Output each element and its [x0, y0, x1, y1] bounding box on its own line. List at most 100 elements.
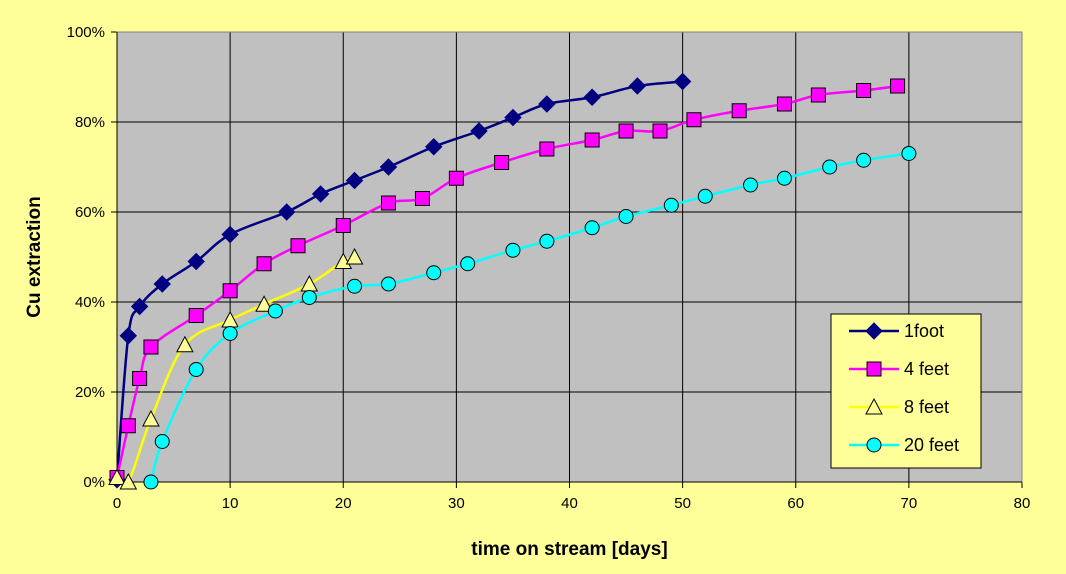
data-point: [347, 278, 363, 294]
x-tick-label: 50: [674, 495, 691, 512]
data-point: [663, 197, 679, 213]
x-axis-title: time on stream [days]: [471, 539, 667, 560]
axes: [111, 31, 1023, 488]
data-point: [890, 78, 906, 94]
data-point: [822, 159, 838, 175]
legend-marker: [865, 322, 883, 340]
data-point: [143, 474, 159, 490]
series-layer: [108, 72, 917, 490]
data-point: [856, 83, 872, 98]
data-point: [652, 123, 668, 139]
data-point: [345, 247, 364, 265]
data-point: [120, 418, 136, 434]
data-point: [414, 191, 430, 206]
data-point: [290, 238, 306, 254]
legend-label: 8 feet: [904, 397, 949, 417]
x-tick-label: 10: [222, 495, 239, 512]
series-1foot: [108, 72, 692, 489]
data-point: [686, 112, 702, 128]
legend: 1foot 4 feet 8 feet 20 feet: [830, 313, 982, 469]
data-point: [311, 185, 330, 203]
y-tick-label: 20%: [75, 384, 105, 401]
legend-item: 1foot: [849, 321, 944, 341]
legend-item: 4 feet: [849, 359, 949, 379]
series-4-feet: [109, 78, 906, 485]
data-point: [108, 468, 126, 485]
data-point: [539, 141, 555, 157]
legend-marker: [865, 397, 883, 415]
y-tick-label: 60%: [75, 204, 105, 221]
x-tick-label: 60: [787, 495, 804, 512]
data-point: [335, 218, 351, 233]
data-point: [379, 158, 398, 176]
data-point: [425, 138, 443, 156]
data-point: [426, 265, 442, 281]
data-point: [142, 409, 160, 427]
data-point: [381, 195, 396, 211]
data-point: [132, 371, 148, 386]
data-point: [188, 308, 204, 323]
data-point: [154, 434, 170, 449]
data-point: [504, 108, 522, 127]
data-point: [345, 171, 364, 190]
legend-label: 4 feet: [904, 359, 949, 379]
data-point: [301, 290, 317, 305]
data-point: [381, 276, 396, 292]
y-tick-label: 100%: [67, 24, 105, 41]
data-point: [810, 87, 826, 103]
y-tick-label: 80%: [75, 114, 105, 131]
legend-item: 8 feet: [849, 397, 949, 417]
data-point: [448, 170, 464, 186]
series-20-feet: [143, 146, 917, 490]
data-point: [673, 72, 692, 91]
data-point: [583, 88, 601, 106]
data-point: [539, 233, 555, 249]
legend-label: 20 feet: [904, 435, 959, 455]
x-tick-label: 20: [335, 495, 352, 512]
data-point: [460, 256, 476, 272]
data-point: [584, 132, 600, 148]
x-tick-label: 30: [448, 495, 465, 512]
data-point: [901, 146, 917, 161]
legend-box: [830, 313, 982, 469]
tick-labels: 0% 20% 40% 60% 80% 100% 0 10 20 30 40 50 60 70 80: [67, 24, 1031, 512]
data-point: [776, 96, 792, 112]
data-point: [130, 297, 149, 316]
legend-marker: [866, 361, 882, 377]
data-point: [119, 472, 138, 490]
data-point: [143, 339, 159, 355]
data-point: [221, 225, 239, 244]
data-point: [187, 252, 205, 271]
data-point: [470, 122, 488, 140]
legend-marker: [866, 437, 882, 453]
x-tick-label: 40: [561, 495, 578, 512]
x-tick-label: 0: [113, 495, 121, 512]
data-point: [188, 362, 204, 377]
data-point: [856, 152, 872, 168]
legend-item: 20 feet: [849, 435, 959, 455]
series-8-feet: [108, 247, 364, 490]
data-point: [697, 188, 713, 204]
data-point: [731, 103, 747, 119]
x-tick-label: 80: [1014, 495, 1031, 512]
data-point: [176, 335, 194, 353]
data-point: [256, 256, 272, 272]
data-point: [494, 155, 510, 170]
data-point: [628, 77, 647, 95]
data-point: [222, 326, 238, 341]
y-axis-title: Cu extraction: [24, 196, 45, 317]
data-point: [505, 242, 521, 258]
data-point: [538, 95, 556, 113]
data-point: [277, 203, 296, 221]
legend-label: 1foot: [904, 321, 944, 341]
y-tick-label: 0%: [83, 474, 105, 491]
data-point: [584, 220, 600, 236]
data-point: [153, 275, 171, 293]
data-point: [743, 177, 758, 193]
y-tick-label: 40%: [75, 294, 105, 311]
data-point: [222, 283, 238, 299]
data-point: [618, 123, 634, 139]
data-point: [255, 295, 273, 312]
